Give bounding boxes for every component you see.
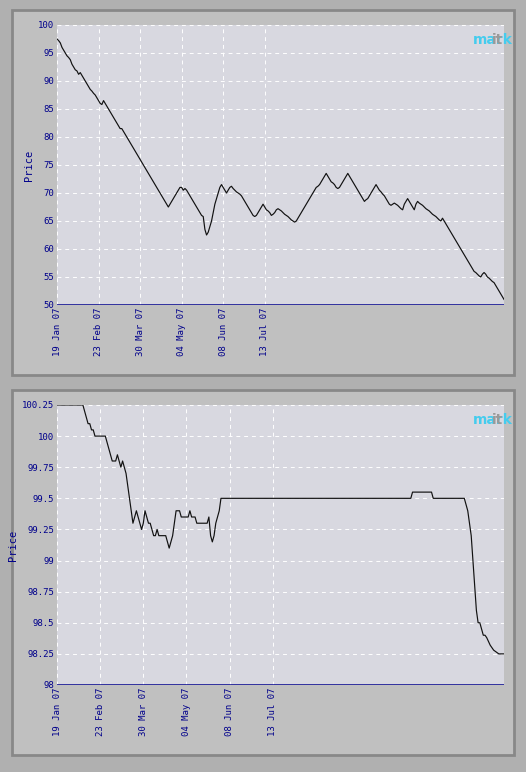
- Y-axis label: Price: Price: [24, 149, 34, 181]
- Y-axis label: Price: Price: [8, 530, 18, 560]
- Text: mark: mark: [473, 413, 512, 428]
- Text: it: it: [491, 413, 503, 428]
- Text: it: it: [491, 33, 503, 47]
- Text: - ABX-HE-BBB- 07-1: - ABX-HE-BBB- 07-1: [57, 411, 175, 422]
- Text: mark: mark: [473, 33, 512, 47]
